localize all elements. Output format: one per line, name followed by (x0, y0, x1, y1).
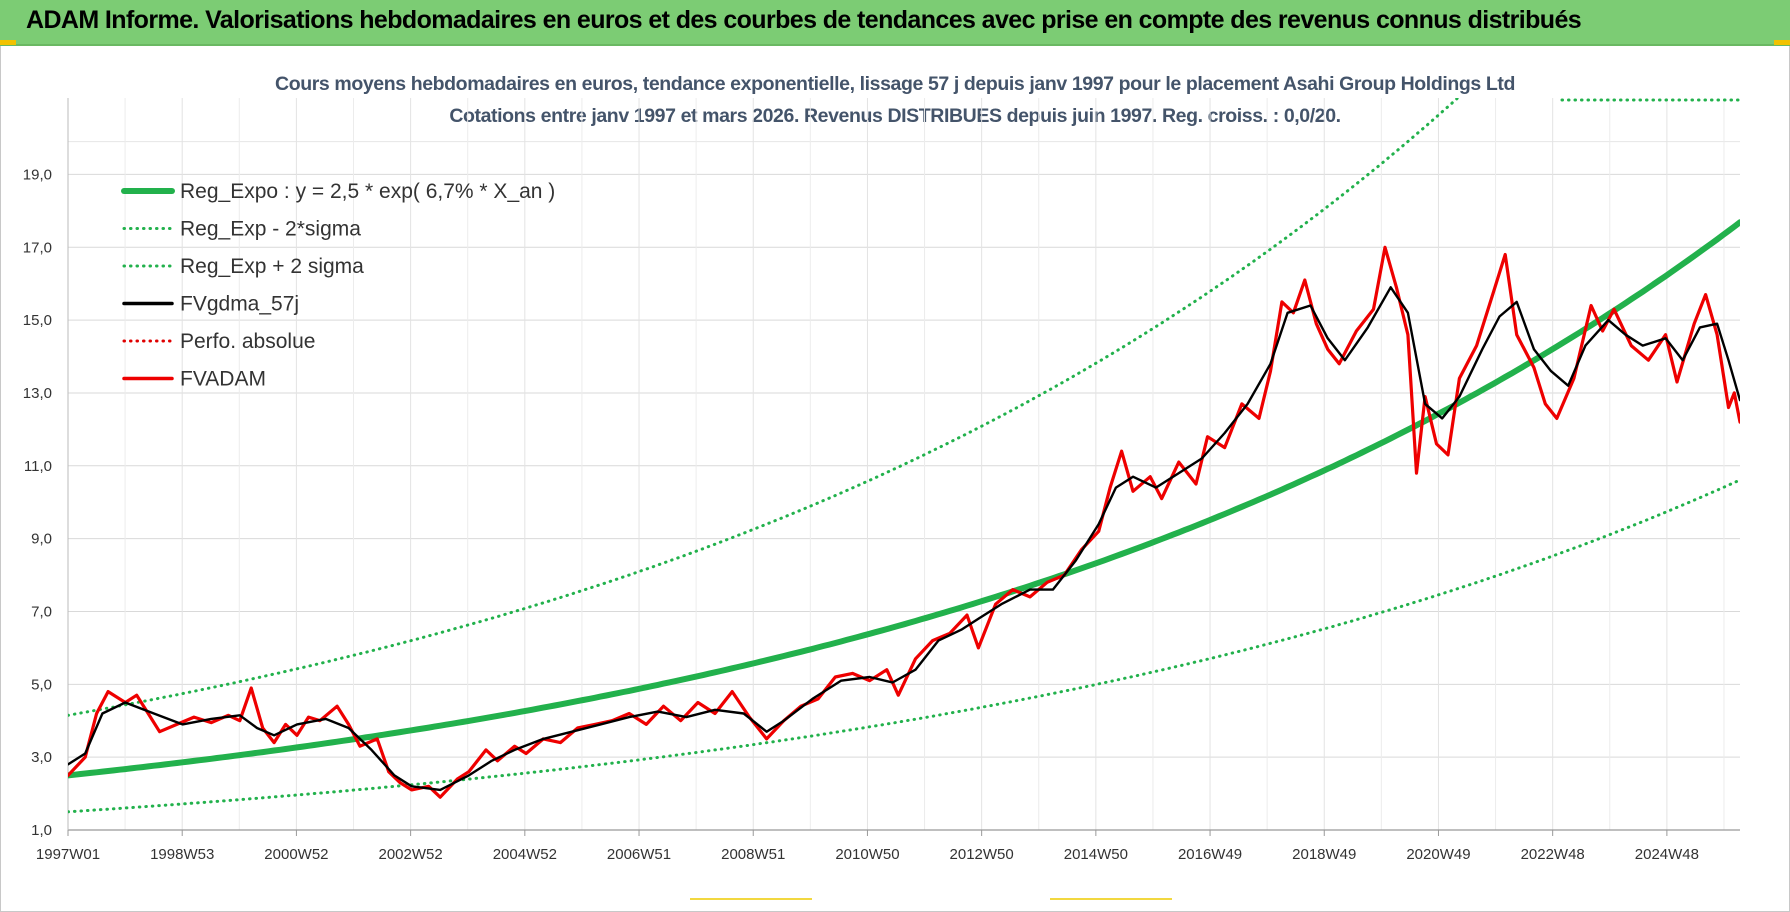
x-tick-label: 2002W52 (379, 846, 443, 863)
legend-label: Reg_Expo : y = 2,5 * exp( 6,7% * X_an ) (180, 180, 555, 203)
x-tick-label: 2024W48 (1635, 846, 1699, 863)
series-layer (68, 98, 1742, 814)
series-line (68, 219, 1740, 779)
x-tick-label: 2000W52 (264, 846, 328, 863)
y-tick-label: 11,0 (24, 458, 52, 475)
y-tick-label: 15,0 (23, 312, 52, 329)
x-tick-label: 1997W01 (36, 846, 100, 863)
x-tick-label: 2004W52 (493, 846, 557, 863)
x-tick-label: 2020W49 (1406, 846, 1470, 863)
legend: Reg_Expo : y = 2,5 * exp( 6,7% * X_an ) R… (121, 180, 555, 391)
bottom-marker (1050, 898, 1172, 900)
x-tick-label: 2006W51 (607, 846, 671, 863)
x-tick-label: 1998W53 (150, 846, 214, 863)
bottom-marker (690, 898, 812, 900)
y-tick-label: 19,0 (23, 166, 52, 183)
legend-label: Perfo. absolue (180, 330, 315, 353)
y-tick-label: 17,0 (23, 239, 52, 256)
legend-label: Reg_Exp + 2 sigma (180, 255, 364, 278)
x-tick-label: 2008W51 (721, 846, 785, 863)
y-tick-label: 7,0 (31, 603, 52, 620)
x-tick-label: 2022W48 (1521, 846, 1585, 863)
legend-label: FVADAM (180, 368, 266, 391)
x-tick-label: 2010W50 (835, 846, 899, 863)
header-banner: ADAM Informe. Valorisations hebdomadaire… (0, 0, 1790, 46)
legend-label: Reg_Exp - 2*sigma (180, 218, 361, 241)
corner-marker-left (0, 40, 16, 45)
legend-label: FVgdma_57j (180, 293, 299, 316)
chart-subtitle: Cotations entre janv 1997 et mars 2026. … (449, 105, 1341, 127)
chart-title: Cours moyens hebdomadaires en euros, ten… (275, 73, 1515, 95)
x-tick-label: 2014W50 (1064, 846, 1128, 863)
corner-marker-right (1774, 40, 1790, 45)
x-tick-label: 2016W49 (1178, 846, 1242, 863)
banner-title: ADAM Informe. Valorisations hebdomadaire… (26, 6, 1582, 34)
axis-layer: 1,0 3,0 5,0 7,0 9,0 11,0 13,0 15,0 17,0 19,0 1997W… (23, 98, 1740, 900)
series-line (68, 478, 1740, 814)
series-line (68, 286, 1740, 792)
y-tick-label: 13,0 (23, 385, 52, 402)
y-tick-label: 3,0 (31, 749, 52, 766)
x-tick-label: 2012W50 (950, 846, 1014, 863)
y-tick-label: 5,0 (31, 676, 52, 693)
y-tick-label: 1,0 (31, 822, 52, 839)
series-line (68, 245, 1740, 799)
x-tick-label: 2018W49 (1292, 846, 1356, 863)
y-tick-label: 9,0 (31, 531, 52, 548)
series-line (68, 98, 1460, 717)
